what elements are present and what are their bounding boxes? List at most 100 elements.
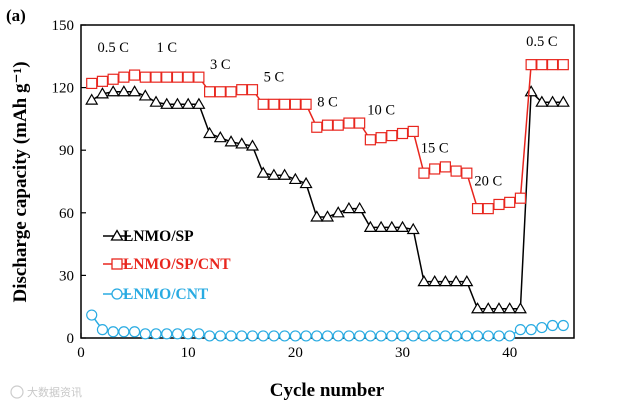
x-tick-label: 40 xyxy=(502,345,517,361)
data-point xyxy=(235,137,249,149)
y-tick-label: 0 xyxy=(67,331,75,347)
data-point xyxy=(289,98,301,110)
data-point xyxy=(546,319,559,332)
data-point xyxy=(429,163,441,175)
data-point xyxy=(149,95,163,107)
data-point xyxy=(353,201,367,214)
watermark-text: 大数据资讯 xyxy=(27,385,82,399)
data-point xyxy=(193,71,205,83)
data-point xyxy=(204,330,216,342)
x-tick-label: 20 xyxy=(288,345,303,361)
data-point xyxy=(246,84,259,96)
rate-labels: 0.5 C 1 C 3 C 5 C 8 C 10 C 15 C 20 C 0.5 C xyxy=(97,34,557,190)
data-point xyxy=(354,117,366,129)
data-point xyxy=(267,168,281,180)
data-point xyxy=(224,135,238,147)
data-point xyxy=(461,330,473,342)
legend-item-lnmo-cnt: LNMO/CNT xyxy=(103,286,209,303)
data-point xyxy=(450,330,462,342)
data-point xyxy=(246,330,259,342)
data-point xyxy=(375,132,387,144)
x-tick-label: 30 xyxy=(395,345,410,361)
data-point xyxy=(107,73,119,85)
data-point xyxy=(439,330,451,342)
data-point xyxy=(374,220,388,233)
data-point xyxy=(546,95,560,107)
data-point xyxy=(449,274,463,287)
data-point xyxy=(375,330,387,342)
data-point xyxy=(225,330,237,342)
y-tick-label: 30 xyxy=(59,268,74,284)
data-point xyxy=(204,86,216,98)
series-lnmo-cnt xyxy=(86,309,569,342)
data-point xyxy=(139,328,151,340)
rate-label: 0.5 C xyxy=(97,40,128,56)
y-tick-label: 150 xyxy=(52,18,75,34)
data-point xyxy=(321,119,334,131)
data-point xyxy=(471,302,485,314)
rate-label: 3 C xyxy=(210,57,231,73)
rate-label: 1 C xyxy=(156,40,177,56)
data-point xyxy=(150,71,162,83)
data-point xyxy=(85,93,99,105)
rate-label: 15 C xyxy=(421,140,449,156)
data-point xyxy=(170,97,184,109)
x-axis-title: Cycle number xyxy=(270,380,385,401)
data-point xyxy=(332,330,344,342)
legend-label-lnmo-sp-cnt: LNMO/SP/CNT xyxy=(123,256,231,273)
data-point xyxy=(321,330,334,342)
data-point xyxy=(161,71,173,83)
data-point xyxy=(471,203,484,215)
data-point xyxy=(438,274,452,287)
data-point xyxy=(482,330,494,342)
rate-label: 0.5 C xyxy=(526,34,557,50)
data-point xyxy=(257,330,269,342)
data-point xyxy=(288,172,302,185)
data-point xyxy=(429,330,441,342)
data-point xyxy=(86,309,98,321)
data-point xyxy=(385,220,399,233)
data-point xyxy=(332,119,344,131)
data-point xyxy=(213,130,227,143)
data-point xyxy=(342,201,356,214)
data-point xyxy=(117,85,131,97)
data-point xyxy=(96,324,109,336)
data-point xyxy=(407,125,419,138)
data-point xyxy=(171,71,184,83)
data-point xyxy=(150,328,162,340)
data-point xyxy=(504,196,516,208)
data-point xyxy=(406,222,420,235)
y-tick-label: 90 xyxy=(59,143,74,159)
data-point xyxy=(536,59,548,71)
data-point xyxy=(320,210,335,222)
data-point xyxy=(106,85,120,97)
data-point xyxy=(343,330,355,342)
data-point xyxy=(214,86,226,98)
data-point xyxy=(482,203,494,215)
data-point xyxy=(118,326,130,338)
data-point xyxy=(331,206,345,218)
data-point xyxy=(439,161,451,173)
data-point xyxy=(193,328,205,340)
data-point xyxy=(311,330,323,342)
data-point xyxy=(139,71,151,83)
data-point xyxy=(118,71,130,83)
data-point xyxy=(161,328,173,340)
data-point xyxy=(354,330,366,342)
data-point xyxy=(535,95,549,107)
data-point xyxy=(525,324,537,336)
data-point xyxy=(236,84,248,96)
data-point xyxy=(557,59,569,71)
y-axis-title: Discharge capacity (mAh g⁻¹) xyxy=(10,61,31,302)
series-layer xyxy=(85,59,570,342)
data-point xyxy=(493,198,505,211)
rate-label: 10 C xyxy=(367,103,395,119)
data-point xyxy=(513,302,527,314)
y-tick-label: 60 xyxy=(59,206,74,222)
data-point xyxy=(245,139,260,151)
data-point xyxy=(107,326,119,338)
data-point xyxy=(481,302,495,314)
triangle-marker-icon xyxy=(110,229,124,241)
data-point xyxy=(343,117,355,129)
data-point xyxy=(236,330,248,342)
